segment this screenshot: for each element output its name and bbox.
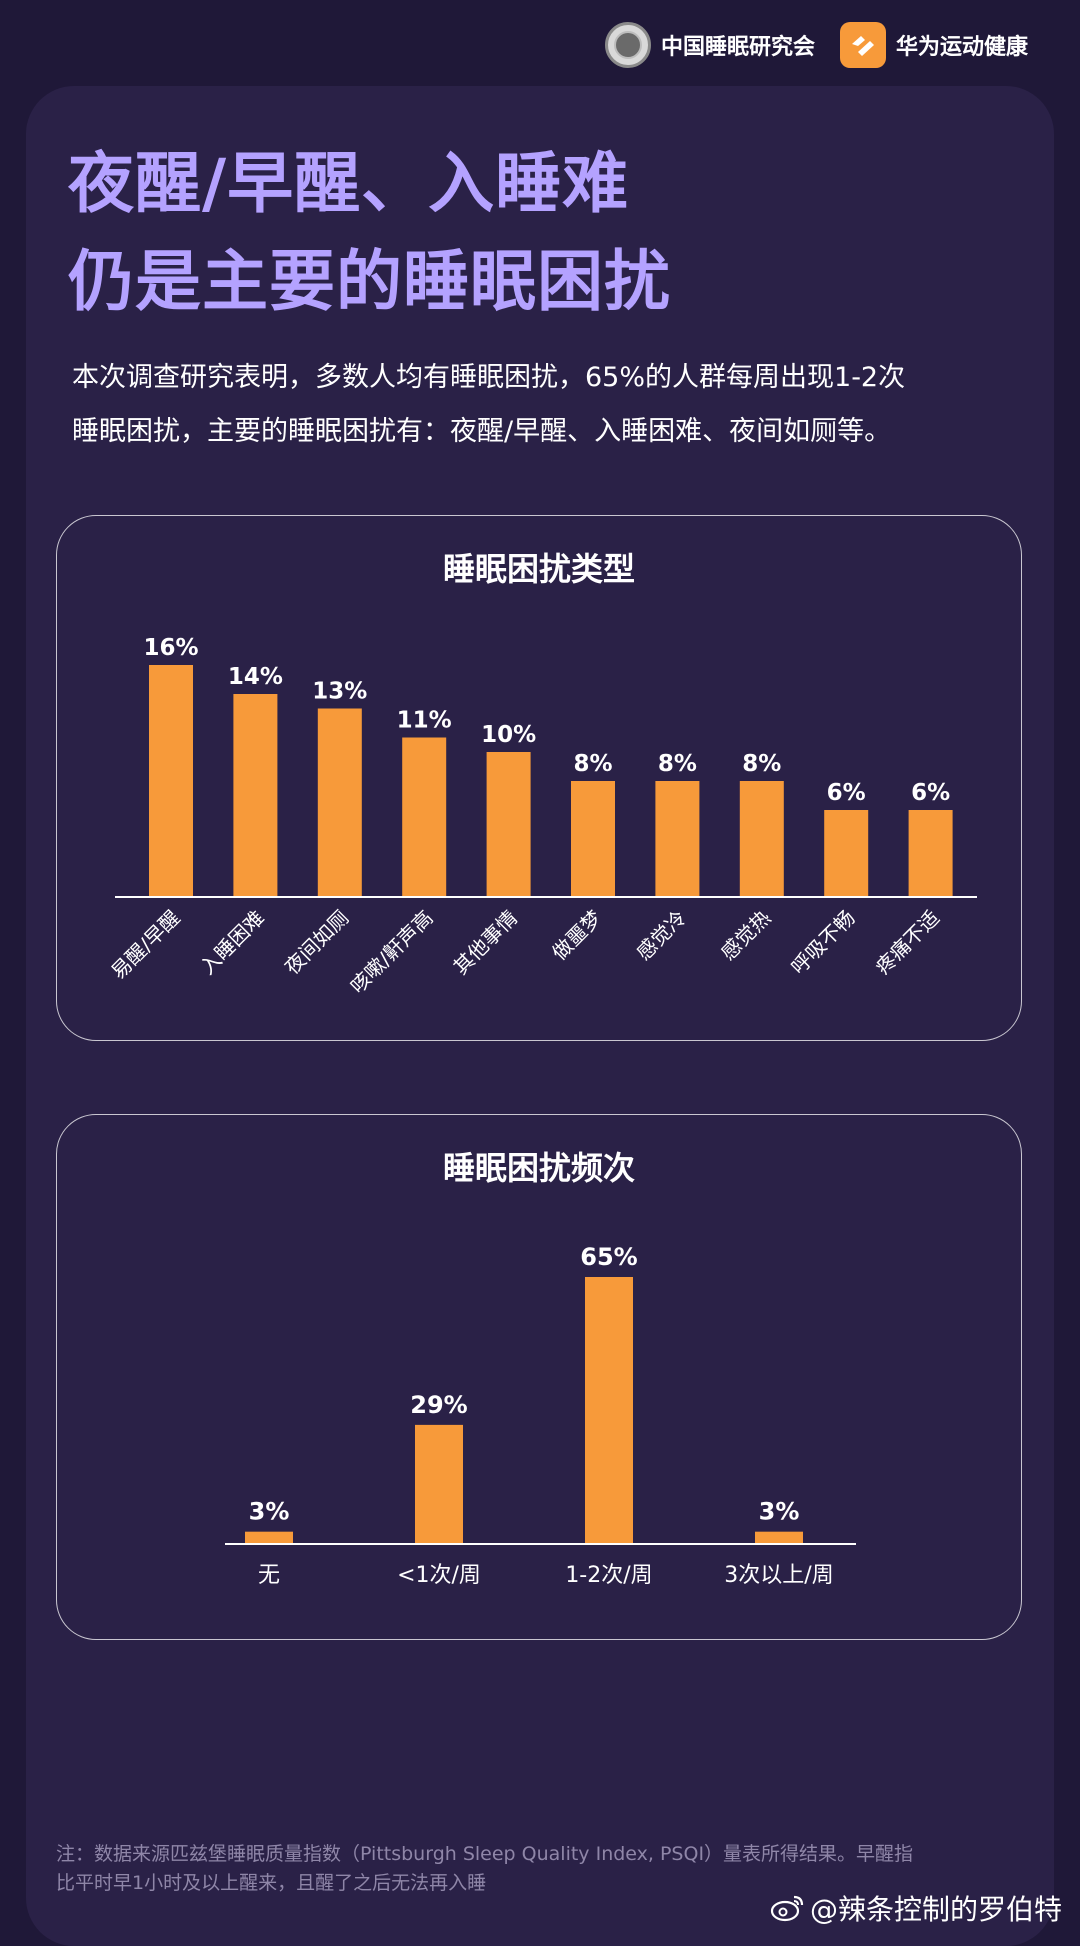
category-label-7: 感觉热	[716, 906, 775, 965]
bar-1	[233, 694, 278, 897]
sleep-trouble-frequency-chart: 3% 无 29% <1次/周 65% 1-2次/周 3% 3次以上/周	[225, 1243, 856, 1588]
footnote: 注：数据来源匹兹堡睡眠质量指数（Pittsburgh Sleep Quality…	[56, 1840, 1036, 1898]
value-label-8: 6%	[827, 780, 866, 806]
org1-name: 中国睡眠研究会	[661, 35, 816, 60]
category-label-0: 易醒/早醒	[106, 906, 184, 984]
value-label-3: 3%	[759, 1498, 800, 1526]
bar-9	[908, 810, 953, 897]
value-label-0: 16%	[143, 635, 198, 661]
value-label-9: 6%	[911, 780, 950, 806]
intro-line1: 本次调查研究表明，多数人均有睡眠困扰，65%的人群每周出现1-2次	[72, 362, 906, 393]
category-label-4: 其他事情	[449, 906, 523, 980]
bar-8	[824, 810, 869, 897]
category-label-6: 感觉冷	[632, 906, 691, 965]
org-sleep-research-society: 中国睡眠研究会	[605, 22, 815, 68]
bar-5	[571, 781, 615, 897]
bar-0	[149, 665, 193, 897]
intro-line2: 睡眠困扰，主要的睡眠困扰有：夜醒/早醒、入睡困难、夜间如厕等。	[72, 416, 892, 447]
bar-2	[317, 708, 362, 897]
value-label-5: 8%	[573, 751, 612, 777]
category-label-2: 夜间如厕	[280, 906, 354, 980]
top-bar: 中国睡眠研究会 华为运动健康	[0, 0, 1080, 90]
sleep-society-seal-icon	[605, 22, 651, 68]
weibo-icon	[770, 1895, 804, 1922]
value-label-7: 8%	[742, 751, 781, 777]
footnote-line2: 比平时早1小时及以上醒来，且醒了之后无法再入睡	[56, 1872, 487, 1894]
value-label-4: 10%	[481, 722, 536, 748]
bar-3	[755, 1531, 803, 1544]
bar-1	[415, 1424, 463, 1544]
sleep-trouble-type-panel: 睡眠困扰类型 16% 易醒/早醒 14% 入睡困难 13% 夜间如厕 11% 咳嗽/鼾声高 10…	[56, 515, 1022, 1041]
category-label-0: 无	[258, 1563, 280, 1588]
category-label-3: 3次以上/周	[724, 1563, 833, 1588]
page-title-line2: 仍是主要的睡眠困扰	[68, 243, 671, 320]
sleep-trouble-frequency-panel: 睡眠困扰频次 3% 无 29% <1次/周 65% 1-2次/周 3% 3次以上/周	[56, 1114, 1022, 1640]
value-label-2: 65%	[580, 1243, 637, 1271]
watermark-text: @辣条控制的罗伯特	[810, 1893, 1063, 1926]
category-label-1: <1次/周	[397, 1563, 481, 1588]
category-label-1: 入睡困难	[195, 906, 269, 980]
bar-4	[486, 752, 531, 897]
value-label-6: 8%	[658, 751, 697, 777]
value-label-1: 29%	[410, 1391, 467, 1419]
category-label-9: 疼痛不适	[871, 906, 945, 980]
value-label-2: 13%	[312, 679, 367, 705]
bar-0	[245, 1531, 293, 1544]
footnote-line1: 注：数据来源匹兹堡睡眠质量指数（Pittsburgh Sleep Quality…	[56, 1843, 914, 1865]
bar-3	[402, 737, 447, 897]
org2-name: 华为运动健康	[896, 35, 1029, 60]
category-label-5: 做噩梦	[547, 906, 606, 965]
page-title-line1: 夜醒/早醒、入睡难	[68, 145, 630, 222]
value-label-3: 11%	[397, 708, 452, 734]
category-label-2: 1-2次/周	[565, 1563, 652, 1588]
category-label-8: 呼吸不畅	[786, 906, 860, 980]
org-huawei-health: 华为运动健康	[840, 22, 1028, 68]
value-label-1: 14%	[228, 664, 283, 690]
chart1-title: 睡眠困扰类型	[442, 550, 635, 588]
chart2-title: 睡眠困扰频次	[442, 1149, 635, 1187]
huawei-health-logo-icon	[840, 22, 886, 68]
sleep-trouble-type-chart: 16% 易醒/早醒 14% 入睡困难 13% 夜间如厕 11% 咳嗽/鼾声高 10% 其他事情 8%…	[106, 635, 977, 998]
bar-7	[739, 781, 784, 897]
bar-6	[655, 781, 700, 897]
value-label-0: 3%	[249, 1498, 290, 1526]
watermark: @辣条控制的罗伯特	[770, 1888, 1062, 1928]
bar-2	[585, 1277, 633, 1544]
main-card	[26, 86, 1054, 1946]
category-label-3: 咳嗽/鼾声高	[345, 906, 437, 998]
